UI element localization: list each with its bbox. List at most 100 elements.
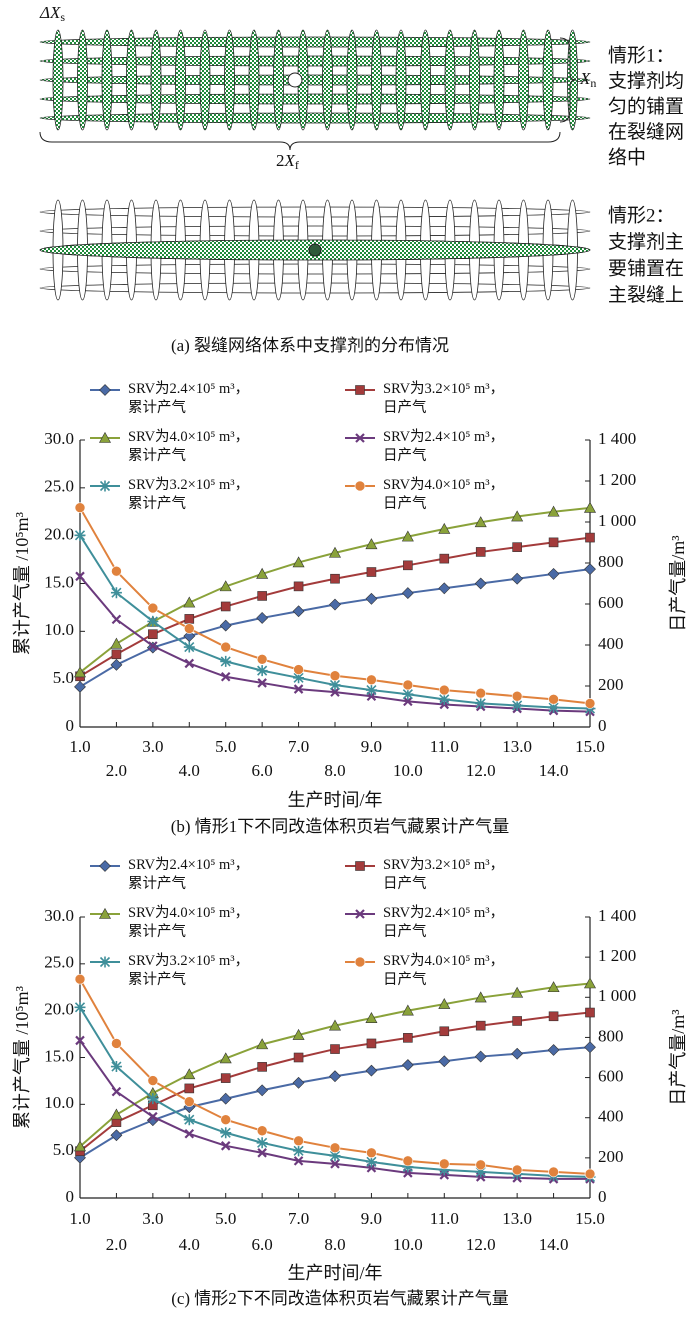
xf-prefix: 2 xyxy=(276,151,285,170)
caption-a: (a) 裂缝网络体系中支撑剂的分布情况 xyxy=(171,336,449,355)
horizontal-fracture xyxy=(39,93,591,105)
xn-label: Xn xyxy=(579,69,596,90)
marker xyxy=(474,1050,487,1063)
marker xyxy=(111,1086,122,1097)
x-tick-label: 12.0 xyxy=(466,1235,496,1254)
y2-tick-label: 1 400 xyxy=(598,906,636,925)
marker xyxy=(329,1070,341,1083)
x-tick-label: 4.0 xyxy=(179,761,200,780)
x-tick-label: 7.0 xyxy=(288,1209,309,1228)
marker xyxy=(585,1007,595,1018)
x-tick-label: 2.0 xyxy=(106,761,127,780)
marker xyxy=(548,702,560,714)
xf-sub: f xyxy=(295,158,299,172)
horizontal-fracture xyxy=(39,112,591,124)
horizontal-fracture xyxy=(39,225,591,237)
marker xyxy=(475,697,487,709)
xn: X xyxy=(579,69,591,88)
marker xyxy=(511,1164,523,1176)
horizontal-fracture xyxy=(39,263,591,275)
horizontal-fracture xyxy=(39,55,591,67)
marker xyxy=(75,1035,85,1046)
marker xyxy=(256,665,268,677)
marker xyxy=(475,1020,486,1031)
chart-caption: (b) 情形1下不同改造体积页岩气藏累计产气量 xyxy=(171,817,510,836)
legend-label: SRV为2.4×10⁵ m³， 累计产气 xyxy=(128,381,250,416)
marker xyxy=(548,1166,559,1178)
marker xyxy=(74,973,86,985)
y2-tick-label: 800 xyxy=(598,552,624,571)
marker xyxy=(184,658,195,669)
vertical-fracture xyxy=(420,29,431,131)
marker xyxy=(147,1075,159,1086)
y-tick-label: 15.0 xyxy=(44,572,74,591)
marker xyxy=(402,688,414,700)
y-tick-label: 20.0 xyxy=(44,525,74,544)
x-tick-label: 9.0 xyxy=(361,1209,382,1228)
xn-sub: n xyxy=(590,76,596,90)
marker xyxy=(438,693,450,705)
y-tick-label: 0 xyxy=(66,716,75,735)
vertical-fracture xyxy=(322,29,333,131)
marker xyxy=(401,530,414,542)
marker xyxy=(328,546,342,558)
case2-text: 情形2： xyxy=(608,204,675,226)
marker xyxy=(439,1026,450,1037)
legend-label: SRV为3.2×10⁵ m³， 累计产气 xyxy=(128,477,250,512)
y-tick-label: 25.0 xyxy=(44,953,74,972)
x-tick-label: 5.0 xyxy=(215,1209,236,1228)
horizontal-fracture xyxy=(39,206,591,218)
y2-tick-label: 1 400 xyxy=(598,429,636,448)
marker xyxy=(355,385,365,395)
x-tick-label: 3.0 xyxy=(142,737,163,756)
y-tick-label: 30.0 xyxy=(44,429,74,448)
marker xyxy=(256,1125,268,1137)
marker xyxy=(475,547,486,557)
marker xyxy=(293,684,304,694)
x-tick-label: 14.0 xyxy=(539,1235,569,1254)
marker xyxy=(547,505,560,517)
marker xyxy=(99,384,111,396)
legend-label: SRV为3.2×10⁵ m³， 累计产气 xyxy=(128,953,250,988)
marker xyxy=(183,1068,196,1080)
y2-tick-label: 1 000 xyxy=(598,986,636,1005)
marker xyxy=(74,680,86,693)
marker xyxy=(256,654,268,665)
wellbore xyxy=(287,72,303,88)
marker xyxy=(512,1016,522,1026)
marker xyxy=(257,1062,267,1072)
marker xyxy=(183,1114,195,1126)
x-axis-title: 生产时间/年 xyxy=(287,1263,382,1283)
marker xyxy=(148,629,158,640)
marker xyxy=(438,684,450,696)
x-tick-label: 6.0 xyxy=(252,761,273,780)
y2-tick-label: 200 xyxy=(598,1147,624,1166)
y-tick-label: 15.0 xyxy=(44,1046,74,1065)
y2-tick-label: 0 xyxy=(598,716,607,735)
marker xyxy=(401,1004,414,1016)
marker xyxy=(548,537,559,548)
y2-tick-label: 800 xyxy=(598,1026,624,1045)
legend-label: SRV为2.4×10⁵ m³， 日产气 xyxy=(383,429,505,464)
case2-text: 主裂缝上 xyxy=(608,284,684,306)
marker xyxy=(365,1156,377,1168)
marker xyxy=(583,501,597,513)
marker xyxy=(110,637,123,649)
x-tick-label: 13.0 xyxy=(502,1209,532,1228)
y2-tick-label: 200 xyxy=(598,675,624,694)
vertical-fracture xyxy=(199,29,211,131)
horizontal-fracture xyxy=(39,74,591,86)
marker xyxy=(219,619,232,632)
marker xyxy=(439,553,450,564)
x-tick-label: 1.0 xyxy=(69,737,90,756)
brace-right xyxy=(559,37,577,123)
marker xyxy=(438,997,451,1009)
x-tick-label: 1.0 xyxy=(69,1209,90,1228)
marker xyxy=(438,1055,451,1068)
x-tick-label: 11.0 xyxy=(430,1209,459,1228)
case1-text: 支撑剂均 xyxy=(608,70,684,92)
x-tick-label: 5.0 xyxy=(215,737,236,756)
marker xyxy=(365,1012,378,1023)
marker xyxy=(329,670,341,682)
marker xyxy=(547,981,560,993)
